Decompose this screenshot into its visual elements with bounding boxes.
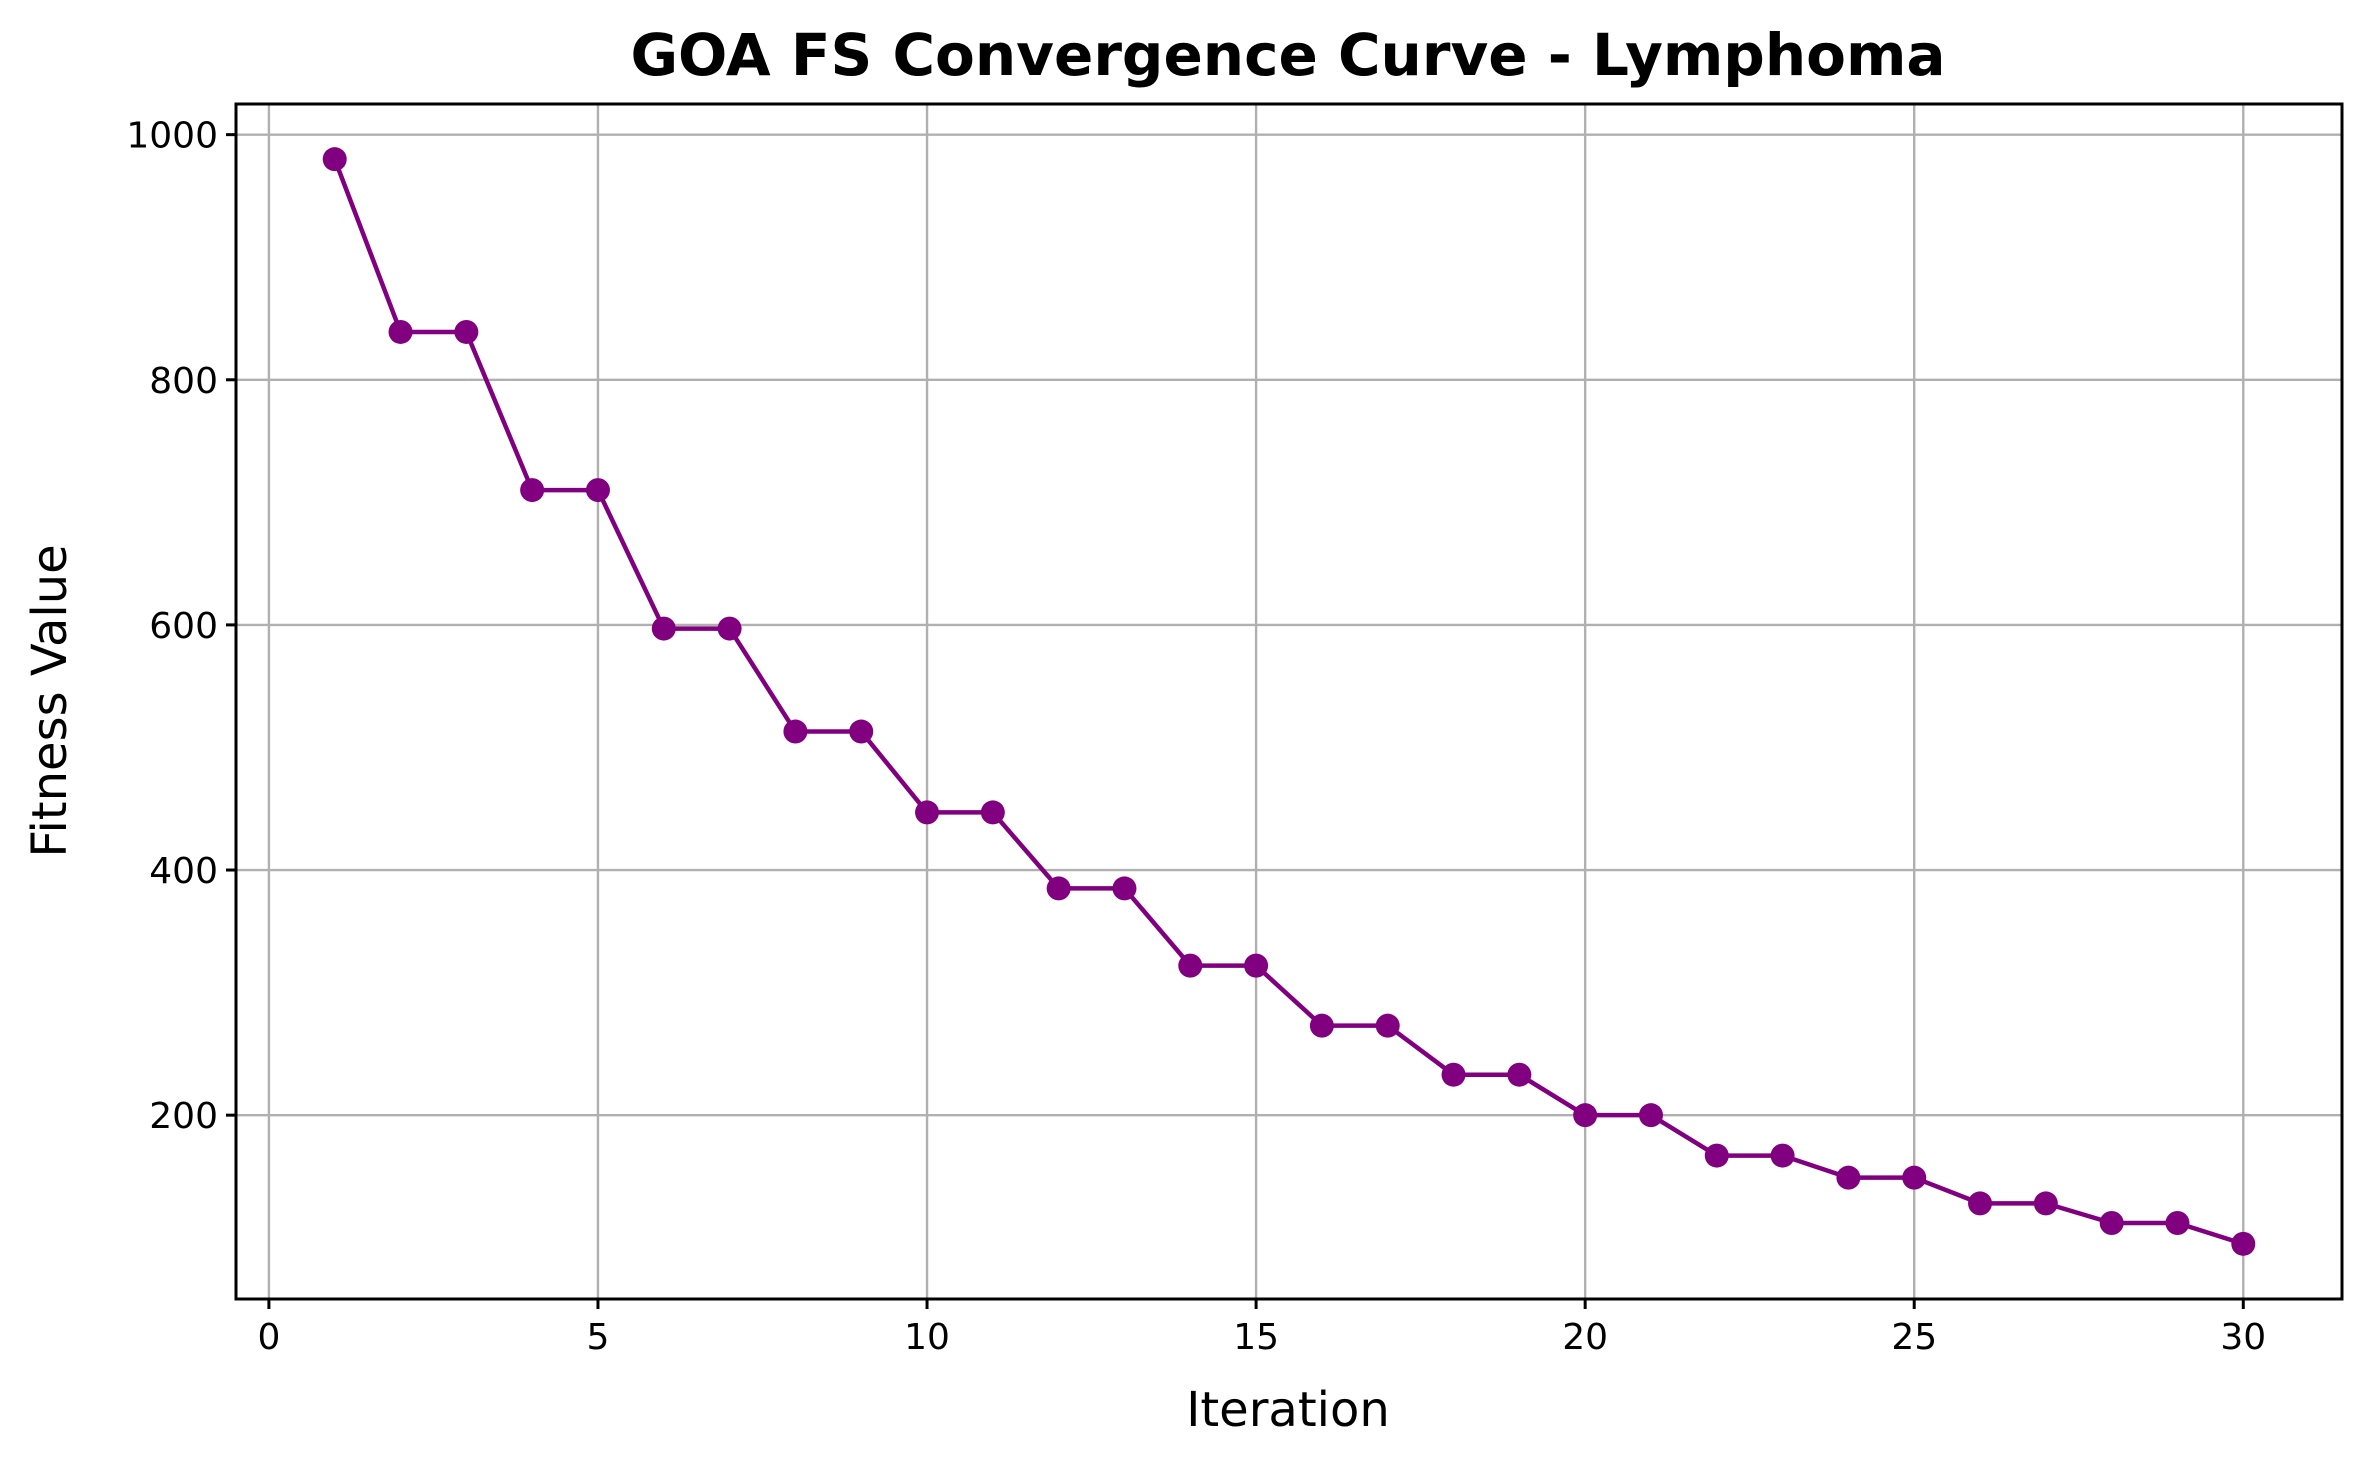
data-point xyxy=(1309,1013,1334,1038)
series-layer xyxy=(322,147,2256,1256)
data-point xyxy=(2099,1211,2124,1236)
data-point xyxy=(322,147,347,172)
x-tick-label: 30 xyxy=(2220,1317,2266,1358)
y-tick-label: 600 xyxy=(149,606,218,647)
data-point xyxy=(585,478,610,503)
data-point xyxy=(717,616,742,641)
chart-title: GOA FS Convergence Curve - Lymphoma xyxy=(630,21,1945,89)
y-axis-label: Fitness Value xyxy=(22,544,78,857)
data-point xyxy=(783,719,808,744)
data-point xyxy=(2033,1191,2058,1216)
data-point xyxy=(1704,1143,1729,1168)
y-tick-label: 400 xyxy=(149,851,218,892)
data-point xyxy=(651,616,676,641)
y-tick-label: 1000 xyxy=(126,116,218,157)
x-axis-label: Iteration xyxy=(1186,1382,1390,1438)
data-point xyxy=(1968,1191,1993,1216)
grid-layer xyxy=(236,104,2342,1299)
y-tick-label: 200 xyxy=(149,1096,218,1137)
data-point xyxy=(1902,1165,1927,1190)
data-point xyxy=(520,478,545,503)
x-tick-label: 25 xyxy=(1891,1317,1937,1358)
data-point xyxy=(2165,1211,2190,1236)
data-point xyxy=(1441,1062,1466,1087)
x-tick-label: 5 xyxy=(587,1317,610,1358)
data-point xyxy=(454,319,479,344)
data-point xyxy=(1046,876,1071,901)
tick-layer: 0 5 10 15 20 25 30 200 400 600 800 1000 xyxy=(126,116,2266,1358)
x-tick-label: 0 xyxy=(257,1317,280,1358)
data-point xyxy=(1836,1165,1861,1190)
x-tick-label: 15 xyxy=(1233,1317,1279,1358)
x-tick-label: 10 xyxy=(904,1317,950,1358)
series-line xyxy=(332,158,2244,1246)
data-point xyxy=(1112,876,1137,901)
y-tick-label: 800 xyxy=(149,361,218,402)
data-point xyxy=(1770,1143,1795,1168)
data-point xyxy=(1244,953,1269,978)
data-point xyxy=(1507,1062,1532,1087)
data-point xyxy=(1178,953,1203,978)
data-point xyxy=(849,719,874,744)
data-point xyxy=(388,319,413,344)
data-point xyxy=(1375,1013,1400,1038)
x-tick-label: 20 xyxy=(1562,1317,1608,1358)
data-point xyxy=(915,800,940,825)
data-point xyxy=(2231,1231,2256,1256)
data-point xyxy=(980,800,1005,825)
data-point xyxy=(1638,1103,1663,1128)
plot-frame xyxy=(234,102,2344,1301)
data-point xyxy=(1573,1103,1598,1128)
